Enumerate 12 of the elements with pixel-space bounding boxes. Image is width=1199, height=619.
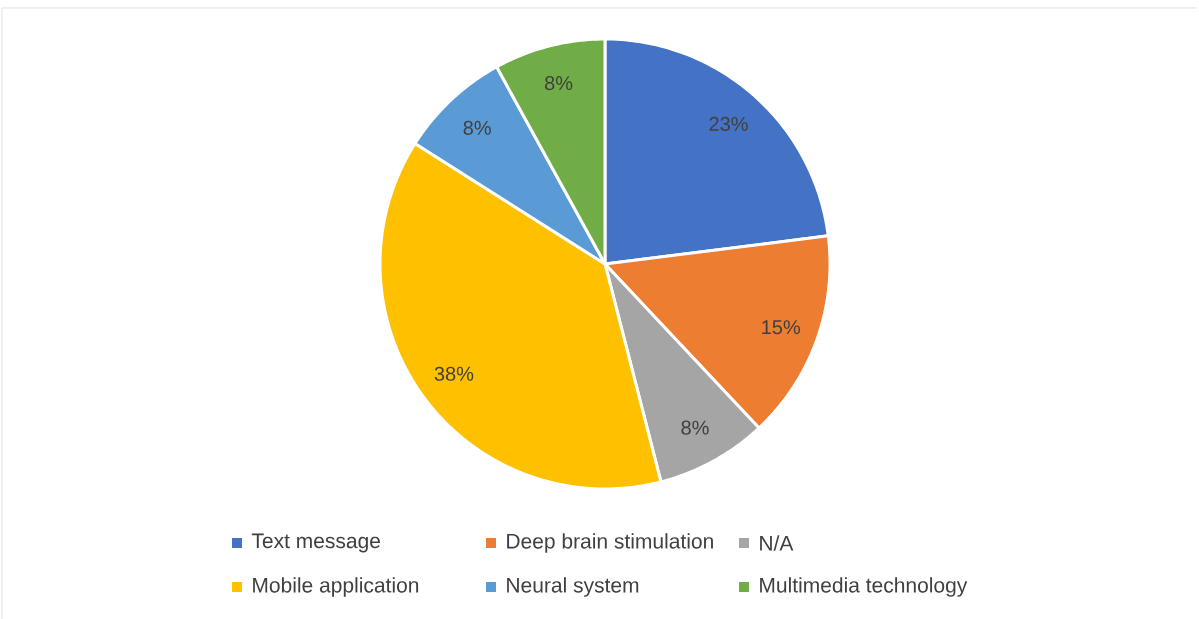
data-label: 8% bbox=[544, 75, 573, 90]
legend-label: Deep brain stimulation bbox=[507, 533, 713, 553]
data-label: 23% bbox=[709, 116, 748, 131]
legend-label: Mobile application bbox=[253, 577, 419, 597]
data-label: 8% bbox=[681, 420, 709, 435]
legend-label: Neural system bbox=[507, 577, 639, 597]
legend-label: N/A bbox=[760, 535, 794, 551]
data-label: 15% bbox=[762, 320, 801, 335]
data-label: 8% bbox=[463, 120, 491, 135]
legend-label: Text message bbox=[251, 533, 380, 553]
data-label: 38% bbox=[434, 366, 474, 381]
legend-label: Multimedia technology bbox=[760, 577, 968, 597]
